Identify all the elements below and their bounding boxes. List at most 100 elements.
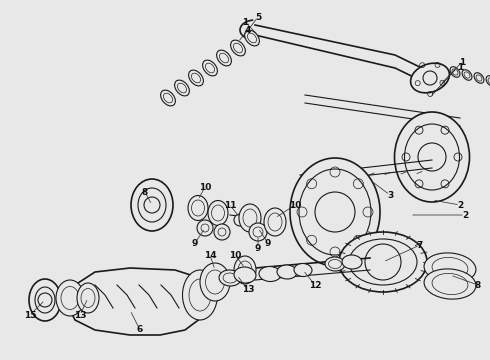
Ellipse shape <box>138 188 166 222</box>
Ellipse shape <box>212 205 224 221</box>
Ellipse shape <box>238 261 252 279</box>
Text: 10: 10 <box>199 183 211 192</box>
Ellipse shape <box>161 90 175 106</box>
Circle shape <box>197 220 213 236</box>
Ellipse shape <box>432 257 468 279</box>
Ellipse shape <box>192 73 200 83</box>
Ellipse shape <box>277 265 297 279</box>
Ellipse shape <box>233 43 243 53</box>
Ellipse shape <box>268 213 282 231</box>
Ellipse shape <box>474 73 484 83</box>
Ellipse shape <box>394 112 469 202</box>
Ellipse shape <box>247 33 257 43</box>
Ellipse shape <box>231 40 245 56</box>
Text: 5: 5 <box>255 13 261 22</box>
Ellipse shape <box>208 201 228 225</box>
Circle shape <box>218 228 226 236</box>
Ellipse shape <box>192 200 204 216</box>
Text: 1: 1 <box>242 18 248 27</box>
Text: 1: 1 <box>457 63 463 72</box>
Ellipse shape <box>202 60 218 76</box>
Ellipse shape <box>164 93 172 103</box>
Ellipse shape <box>462 70 472 80</box>
Ellipse shape <box>342 255 362 269</box>
Ellipse shape <box>349 239 417 285</box>
Circle shape <box>418 143 446 171</box>
Ellipse shape <box>264 208 286 236</box>
Text: 13: 13 <box>74 310 86 320</box>
Text: 9: 9 <box>265 239 271 248</box>
Ellipse shape <box>290 158 380 266</box>
Ellipse shape <box>205 270 224 294</box>
Ellipse shape <box>81 288 95 307</box>
Text: 2: 2 <box>457 201 463 210</box>
Ellipse shape <box>189 279 211 311</box>
Ellipse shape <box>339 232 427 292</box>
Text: 12: 12 <box>309 280 321 289</box>
Ellipse shape <box>35 287 55 313</box>
Text: 1: 1 <box>459 58 465 67</box>
Text: 15: 15 <box>24 310 36 320</box>
Text: 9: 9 <box>255 243 261 252</box>
Ellipse shape <box>219 270 241 286</box>
Ellipse shape <box>29 279 61 321</box>
Ellipse shape <box>182 270 218 320</box>
Circle shape <box>249 223 267 241</box>
Circle shape <box>38 293 52 307</box>
Circle shape <box>214 224 230 240</box>
Ellipse shape <box>61 287 79 310</box>
Ellipse shape <box>200 263 230 301</box>
Circle shape <box>201 224 209 232</box>
Text: 2: 2 <box>462 211 468 220</box>
Text: 3: 3 <box>387 190 393 199</box>
Ellipse shape <box>189 70 203 86</box>
Ellipse shape <box>56 280 84 316</box>
Text: 4: 4 <box>245 26 251 35</box>
Ellipse shape <box>188 195 208 220</box>
Ellipse shape <box>294 264 312 276</box>
Ellipse shape <box>411 63 449 93</box>
Text: 6: 6 <box>137 325 143 334</box>
Ellipse shape <box>77 283 99 313</box>
Ellipse shape <box>220 53 228 63</box>
Ellipse shape <box>243 209 257 227</box>
Text: 10: 10 <box>289 201 301 210</box>
Ellipse shape <box>131 179 173 231</box>
Ellipse shape <box>177 83 187 93</box>
Ellipse shape <box>476 75 482 81</box>
Ellipse shape <box>245 30 259 46</box>
Ellipse shape <box>239 204 261 232</box>
Circle shape <box>315 192 355 232</box>
Circle shape <box>234 214 246 226</box>
Ellipse shape <box>299 169 371 255</box>
Ellipse shape <box>424 269 476 299</box>
Ellipse shape <box>450 67 460 77</box>
Circle shape <box>365 244 401 280</box>
Ellipse shape <box>234 267 256 283</box>
Text: 8: 8 <box>142 188 148 197</box>
Text: 10: 10 <box>229 251 241 260</box>
Ellipse shape <box>174 80 190 96</box>
Ellipse shape <box>405 124 460 190</box>
Circle shape <box>144 197 160 213</box>
Ellipse shape <box>234 256 256 284</box>
Circle shape <box>253 227 263 237</box>
Text: 11: 11 <box>224 201 236 210</box>
Ellipse shape <box>325 257 345 271</box>
Text: 7: 7 <box>417 240 423 249</box>
Ellipse shape <box>223 273 237 283</box>
Ellipse shape <box>259 266 281 282</box>
Ellipse shape <box>217 50 231 66</box>
Ellipse shape <box>488 78 490 84</box>
Ellipse shape <box>464 72 470 78</box>
Text: 14: 14 <box>204 251 216 260</box>
Text: 9: 9 <box>192 239 198 248</box>
Ellipse shape <box>205 63 215 73</box>
Ellipse shape <box>424 253 476 283</box>
Text: 13: 13 <box>242 285 254 294</box>
Ellipse shape <box>452 69 458 75</box>
Ellipse shape <box>486 76 490 86</box>
Text: 8: 8 <box>475 280 481 289</box>
Ellipse shape <box>432 274 468 294</box>
Ellipse shape <box>328 260 342 269</box>
